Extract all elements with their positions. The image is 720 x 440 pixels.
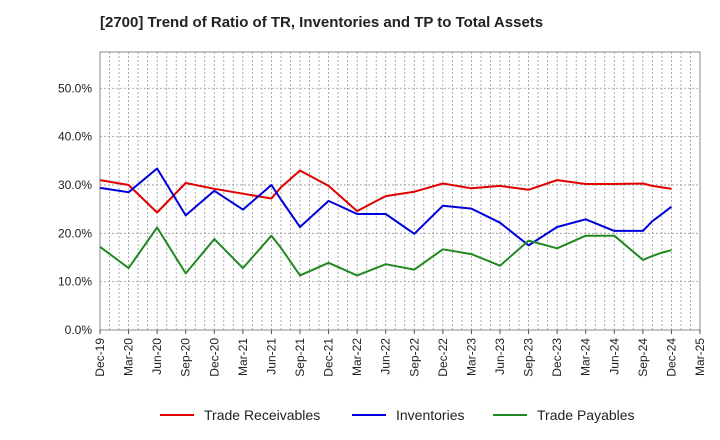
legend-item-trade-receivables: Trade Receivables [160, 405, 320, 425]
y-tick-label: 50.0% [58, 81, 92, 95]
y-tick-label: 20.0% [58, 226, 92, 240]
x-tick-label: Sep-21 [293, 338, 307, 377]
legend-swatch-trade-payables [493, 414, 527, 416]
x-tick-label: Jun-22 [379, 338, 393, 375]
y-tick-label: 40.0% [58, 130, 92, 144]
legend-label-trade-payables: Trade Payables [537, 407, 635, 423]
legend-swatch-inventories [352, 414, 386, 416]
series-line-trade-receivables [99, 169, 672, 214]
x-tick-label: Jun-21 [264, 338, 278, 375]
y-tick-label: 30.0% [58, 178, 92, 192]
series-line-trade-payables [99, 226, 672, 277]
x-tick-label: Mar-21 [236, 338, 250, 376]
x-tick-label: Dec-24 [664, 338, 678, 377]
y-tick-label: 0.0% [65, 323, 93, 337]
x-tick-label: Jun-24 [607, 338, 621, 375]
legend-swatch-trade-receivables [160, 414, 194, 416]
legend-item-trade-payables: Trade Payables [493, 405, 635, 425]
legend-item-inventories: Inventories [352, 405, 464, 425]
y-tick-label: 10.0% [58, 275, 92, 289]
x-tick-label: Jun-20 [150, 338, 164, 375]
x-tick-label: Dec-21 [322, 338, 336, 377]
chart-title: [2700] Trend of Ratio of TR, Inventories… [100, 14, 544, 31]
x-tick-label: Sep-20 [179, 338, 193, 377]
x-tick-label: Dec-23 [550, 338, 564, 377]
plot-area [99, 51, 701, 331]
x-tick-label: Dec-22 [436, 338, 450, 377]
x-tick-label: Mar-20 [122, 338, 136, 376]
x-tick-label: Sep-24 [636, 338, 650, 377]
x-tick-label: Dec-20 [207, 338, 221, 377]
legend: Trade Receivables Inventories Trade Paya… [0, 405, 720, 425]
x-tick-label: Sep-23 [522, 338, 536, 377]
x-tick-label: Mar-25 [693, 338, 707, 376]
x-tick-label: Mar-23 [464, 338, 478, 376]
x-tick-label: Mar-22 [350, 338, 364, 376]
x-tick-label: Mar-24 [579, 338, 593, 376]
legend-label-inventories: Inventories [396, 407, 465, 423]
x-tick-label: Jun-23 [493, 338, 507, 375]
x-tick-label: Dec-19 [93, 338, 107, 377]
legend-label-trade-receivables: Trade Receivables [204, 407, 321, 423]
series-line-inventories [99, 167, 673, 247]
x-tick-label: Sep-22 [407, 338, 421, 377]
